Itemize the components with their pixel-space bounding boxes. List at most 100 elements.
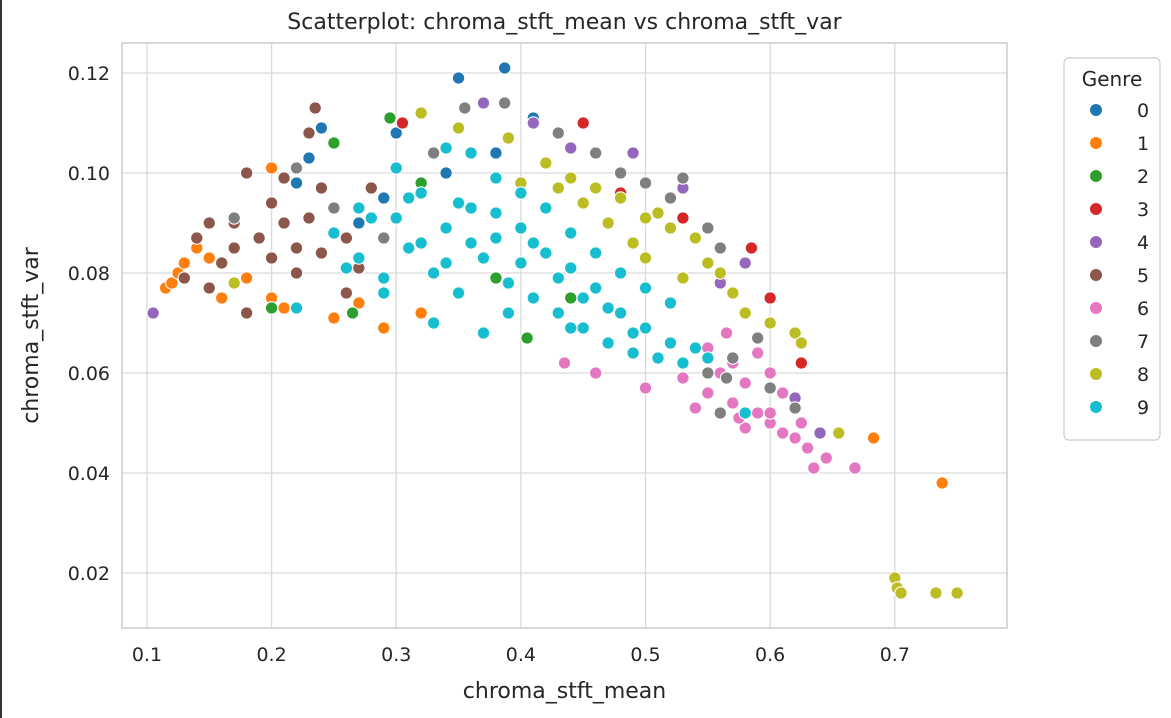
data-point (239, 306, 254, 320)
data-point (451, 286, 466, 300)
data-point (763, 406, 777, 420)
data-point (800, 441, 815, 455)
data-point (719, 371, 734, 385)
data-point (794, 416, 809, 430)
data-point (701, 366, 715, 380)
legend-label: 1 (1137, 133, 1149, 155)
data-point (539, 156, 553, 170)
y-tick-label: 0.06 (68, 363, 110, 385)
data-point (526, 236, 541, 250)
data-point (289, 241, 304, 255)
data-point (651, 206, 665, 220)
data-point (676, 271, 690, 285)
data-point (497, 96, 512, 110)
data-point (750, 406, 765, 420)
data-point (377, 191, 391, 205)
data-point (389, 211, 403, 225)
series-1 (158, 161, 949, 490)
legend-marker (1089, 103, 1103, 117)
data-point (252, 231, 266, 245)
legend-item: 3 (1089, 199, 1149, 221)
data-point (264, 301, 279, 315)
data-point (190, 231, 204, 245)
data-point (339, 286, 354, 300)
data-point (713, 241, 728, 255)
data-point (377, 286, 391, 300)
data-point (701, 386, 715, 400)
data-point (352, 296, 366, 310)
data-point (763, 381, 777, 395)
data-point (626, 326, 640, 340)
data-point (277, 171, 291, 185)
x-tick-label: 0.3 (381, 644, 411, 666)
data-point (302, 211, 316, 225)
data-point (807, 461, 821, 475)
data-point (744, 241, 759, 255)
data-point (763, 366, 777, 380)
data-point (414, 186, 428, 200)
data-point (576, 321, 590, 335)
data-point (414, 106, 428, 120)
data-point (557, 356, 572, 370)
data-point (794, 356, 809, 370)
data-point (389, 161, 403, 175)
data-point (439, 166, 453, 180)
data-point (676, 371, 690, 385)
y-tick-label: 0.04 (68, 463, 110, 485)
data-point (214, 256, 229, 270)
data-point (613, 306, 628, 320)
legend-marker (1089, 334, 1103, 348)
data-point (401, 241, 416, 255)
x-axis-ticks: 0.1 0.2 0.3 0.4 0.5 0.6 0.7 (132, 644, 910, 666)
data-point (738, 256, 752, 270)
data-point (788, 326, 802, 340)
data-point (289, 161, 304, 175)
legend-marker (1089, 301, 1103, 315)
x-tick-label: 0.6 (755, 644, 785, 666)
data-point (501, 131, 516, 145)
series-7 (227, 96, 802, 420)
data-point (146, 306, 160, 320)
data-point (929, 586, 943, 600)
x-axis-label: chroma_stft_mean (463, 679, 666, 704)
data-point (551, 271, 566, 285)
data-point (576, 196, 590, 210)
data-point (726, 396, 740, 410)
data-point (613, 166, 628, 180)
data-point (352, 251, 366, 265)
data-point (563, 321, 578, 335)
window-edge (0, 0, 2, 718)
y-tick-label: 0.08 (68, 263, 110, 285)
data-point (866, 431, 881, 445)
data-point (588, 146, 603, 160)
data-point (476, 251, 491, 265)
data-point (563, 171, 578, 185)
data-point (588, 366, 603, 380)
data-point (289, 266, 304, 280)
data-point (588, 281, 603, 295)
data-point (352, 216, 366, 230)
x-tick-label: 0.4 (506, 644, 536, 666)
y-axis-ticks: 0.02 0.04 0.06 0.08 0.10 0.12 (68, 63, 110, 585)
data-point (701, 256, 715, 270)
legend-items: 0 1 2 3 4 5 6 7 8 9 (1089, 100, 1149, 419)
data-point (526, 116, 541, 130)
data-point (327, 201, 341, 215)
data-point (451, 196, 466, 210)
data-point (476, 96, 491, 110)
data-point (458, 101, 472, 115)
legend-title: Genre (1082, 67, 1143, 91)
chart-title: Scatterplot: chroma_stft_mean vs chroma_… (287, 10, 842, 35)
legend-item: 8 (1089, 364, 1149, 386)
data-point (302, 151, 316, 165)
data-points (146, 61, 964, 600)
series-0 (289, 61, 541, 230)
y-tick-label: 0.12 (68, 63, 110, 85)
data-point (497, 61, 512, 75)
data-point (701, 221, 715, 235)
data-point (277, 216, 291, 230)
legend-label: 7 (1137, 331, 1149, 353)
data-point (788, 401, 802, 415)
x-tick-label: 0.7 (880, 644, 910, 666)
